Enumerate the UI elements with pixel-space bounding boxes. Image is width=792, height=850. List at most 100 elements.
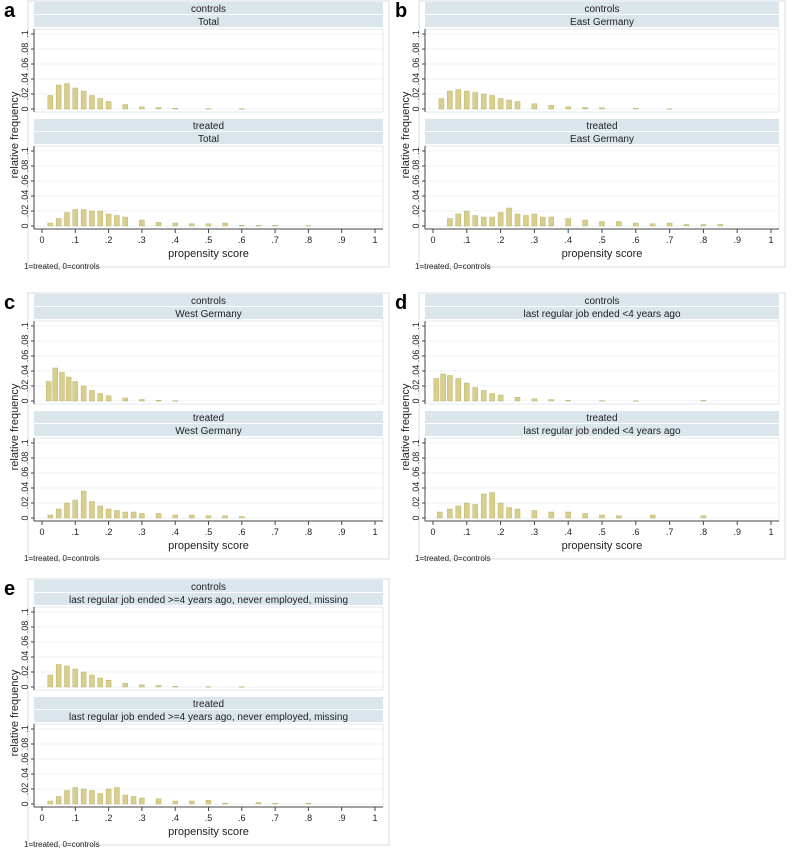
bar-b-controls-13 (582, 107, 588, 110)
strip-title-b-controls (425, 2, 779, 14)
y-tick-label-c-controls-4: .08 (20, 335, 30, 348)
bar-a-controls-10 (155, 107, 162, 110)
x-tick-label-e-10: 1 (372, 813, 377, 823)
x-tick-label-e-7: .7 (271, 813, 279, 823)
bar-d-treated-2 (455, 505, 462, 519)
bar-a-treated-13 (189, 223, 195, 227)
bar-c-controls-10 (139, 399, 145, 402)
y-tick-label-d-treated-0: 0 (411, 515, 421, 520)
x-tick-label-c-6: .6 (238, 527, 246, 537)
bar-b-treated-7 (506, 207, 512, 227)
plot-area-a-controls (33, 28, 384, 113)
strip-subtext-a-treated: Total (198, 134, 219, 145)
bar-d-treated-0 (437, 511, 443, 519)
bar-b-treated-6 (497, 212, 504, 227)
bar-c-controls-12 (172, 400, 178, 402)
bar-e-treated-0 (47, 800, 54, 805)
x-tick-label-b-1: .1 (463, 235, 471, 245)
bar-a-controls-8 (122, 104, 128, 110)
y-tick-label-a-treated-3: .06 (20, 175, 30, 188)
strip-text-d-controls: controls (584, 296, 619, 307)
x-tick-label-c-5: .5 (205, 527, 213, 537)
bar-e-controls-5 (89, 674, 95, 688)
panel-letter-b: b (395, 0, 408, 22)
x-tick-label-a-9: .9 (338, 235, 346, 245)
x-tick-label-d-8: .8 (700, 527, 708, 537)
panel-letter-e: e (4, 578, 16, 600)
bar-a-treated-6 (97, 210, 103, 227)
bar-c-controls-3 (65, 376, 72, 402)
strip-subtitle-c-treated (34, 424, 383, 436)
bar-c-treated-4 (80, 490, 87, 519)
x-tick-label-d-1: .1 (463, 527, 471, 537)
x-tick-label-d-4: .4 (564, 527, 572, 537)
bar-a-treated-2 (64, 212, 70, 227)
bar-d-controls-5 (472, 387, 478, 402)
bar-b-treated-13 (565, 218, 571, 227)
bar-d-controls-10 (531, 398, 538, 402)
bar-e-treated-10 (130, 796, 137, 805)
y-tick-label-a-treated-1: .02 (20, 205, 30, 218)
y-tick-label-a-treated-2: .04 (20, 190, 30, 203)
bar-e-controls-9 (139, 684, 145, 688)
y-tick-label-b-treated-2: .04 (411, 190, 421, 203)
bar-e-treated-11 (139, 797, 145, 805)
bar-e-controls-1 (55, 664, 62, 688)
bar-e-treated-7 (105, 788, 112, 805)
panel-letter-a: a (4, 0, 16, 22)
bar-a-controls-9 (139, 106, 145, 110)
bar-a-treated-16 (239, 225, 245, 227)
bar-c-controls-4 (72, 381, 78, 402)
bar-e-controls-2 (64, 665, 70, 688)
bar-e-controls-10 (155, 685, 162, 688)
x-axis-label-a: propensity score (168, 248, 249, 260)
y-tick-label-c-controls-5: .1 (20, 322, 30, 330)
bar-a-treated-12 (172, 222, 178, 227)
strip-subtitle-e-treated (34, 710, 383, 722)
strip-subtext-b-controls: East Germany (570, 17, 634, 28)
bar-b-treated-18 (649, 223, 656, 227)
bar-d-treated-13 (582, 513, 588, 519)
y-tick-label-e-controls-3: .06 (20, 636, 30, 649)
bar-a-controls-1 (55, 84, 62, 110)
y-tick-label-b-treated-0: 0 (411, 223, 421, 228)
bar-a-treated-1 (55, 218, 62, 227)
bar-a-controls-13 (239, 108, 245, 110)
bar-e-controls-12 (205, 686, 212, 688)
x-tick-label-d-10: 1 (768, 527, 773, 537)
bar-c-treated-2 (64, 502, 70, 519)
plot-area-b-treated (424, 145, 780, 230)
bar-c-controls-11 (155, 400, 162, 402)
strip-title-c-treated (34, 411, 383, 423)
y-tick-label-e-treated-5: .1 (20, 725, 30, 733)
note-d: 1=treated, 0=controls (415, 554, 491, 563)
bar-c-controls-7 (97, 393, 103, 402)
strip-text-b-controls: controls (584, 4, 619, 15)
x-tick-label-d-6: .6 (632, 527, 640, 537)
y-tick-label-c-treated-5: .1 (20, 439, 30, 447)
bar-e-treated-8 (114, 787, 120, 805)
bar-d-controls-2 (447, 375, 453, 402)
bar-d-treated-5 (480, 493, 487, 519)
panel-frame-b (418, 0, 786, 268)
bar-a-treated-19 (305, 225, 312, 227)
x-tick-label-e-3: .3 (138, 813, 146, 823)
bar-a-controls-12 (205, 108, 212, 110)
bar-c-treated-6 (97, 505, 103, 519)
x-tick-label-e-6: .6 (238, 813, 246, 823)
y-tick-label-c-controls-2: .04 (20, 365, 30, 378)
bar-c-treated-1 (55, 508, 62, 519)
strip-title-c-controls (34, 294, 383, 306)
bar-e-treated-4 (80, 788, 87, 805)
y-tick-label-d-controls-3: .06 (411, 350, 421, 363)
y-tick-label-c-controls-1: .02 (20, 380, 30, 393)
y-tick-label-d-controls-0: 0 (411, 398, 421, 403)
panel-frame-e (27, 578, 390, 846)
strip-subtext-c-controls: West Germany (175, 309, 242, 320)
bar-c-controls-6 (89, 390, 95, 402)
y-tick-label-c-controls-0: 0 (20, 398, 30, 403)
bar-b-treated-16 (616, 221, 622, 227)
x-tick-label-d-2: .2 (497, 527, 505, 537)
bar-d-controls-11 (548, 399, 555, 402)
y-tick-label-c-treated-1: .02 (20, 497, 30, 510)
